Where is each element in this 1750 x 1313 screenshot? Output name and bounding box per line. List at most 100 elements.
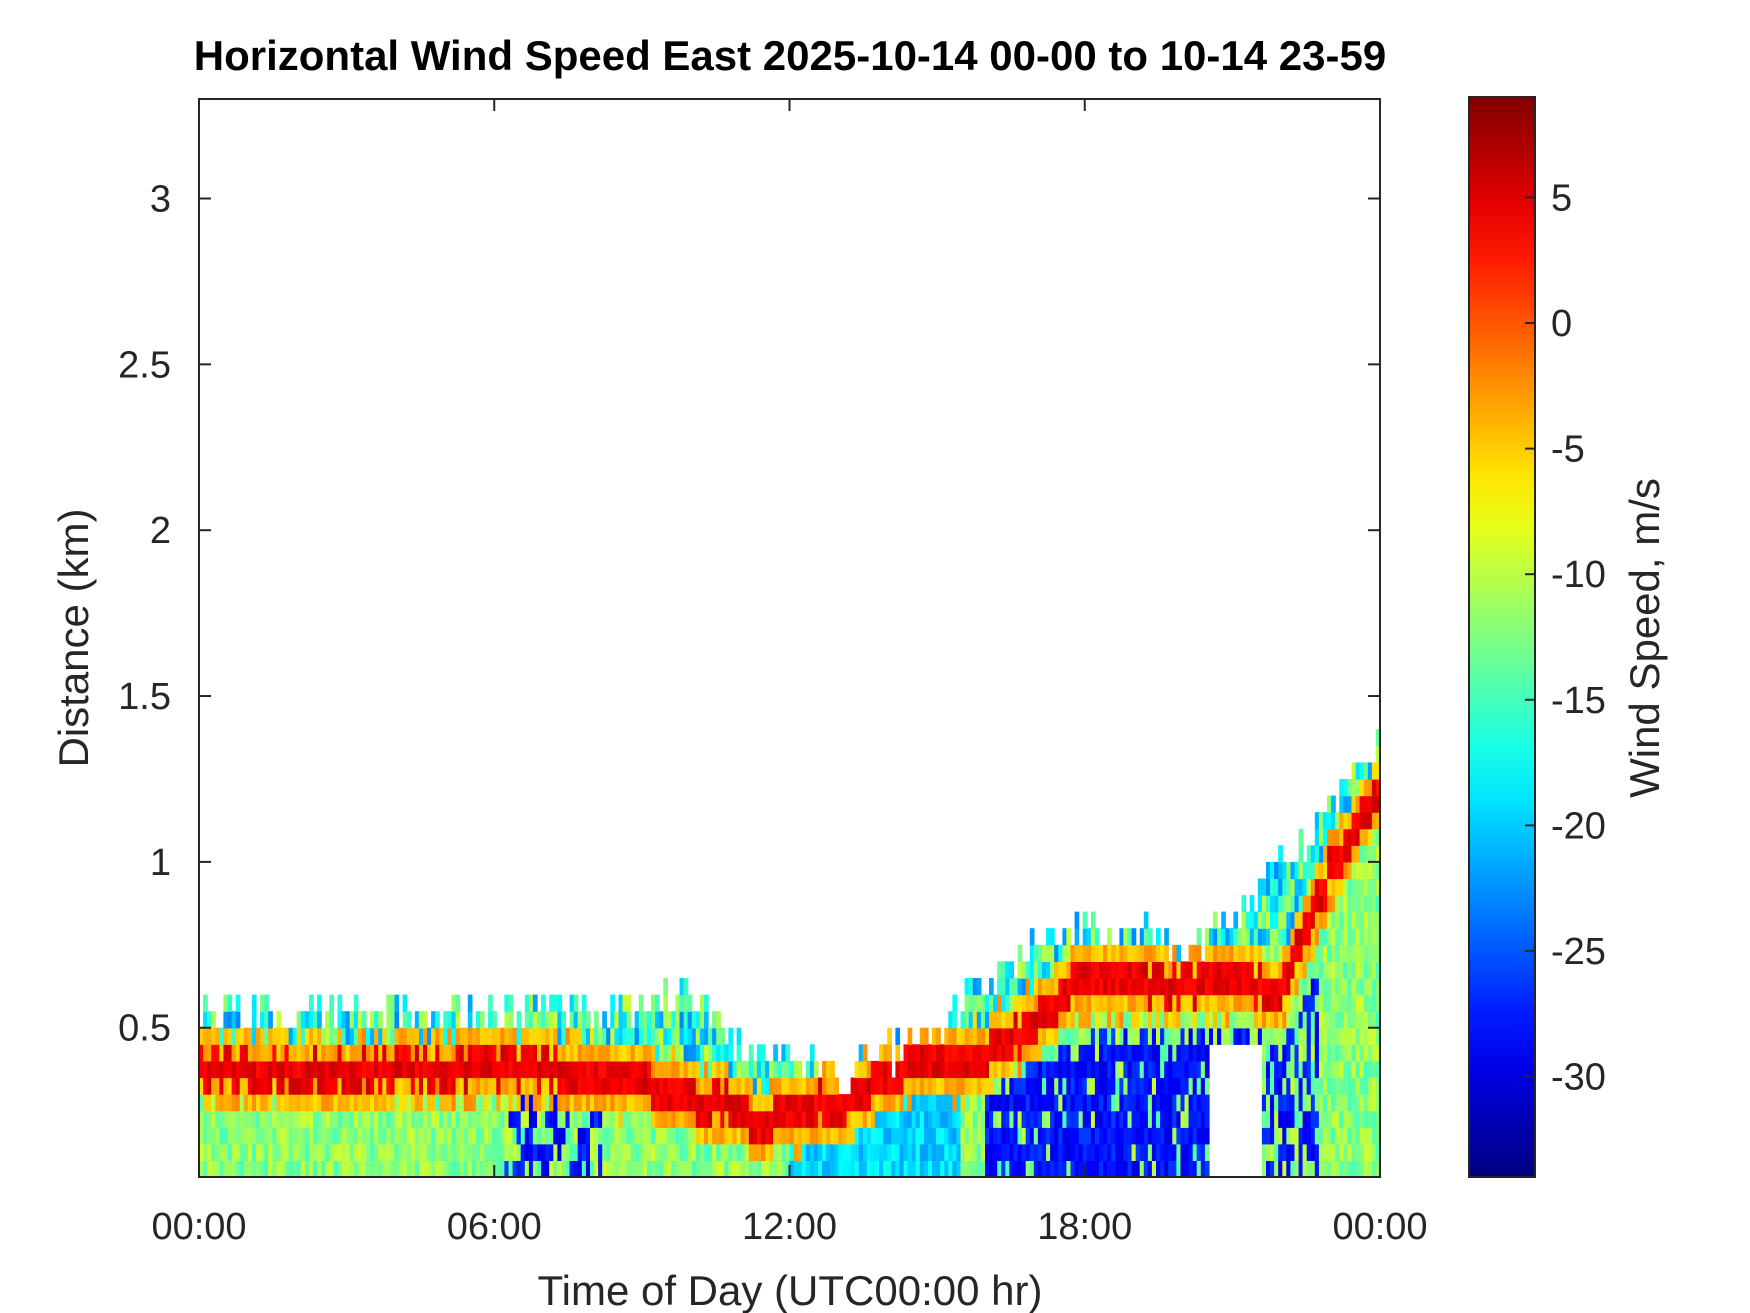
heatmap-cell [1078, 1143, 1084, 1161]
heatmap-cell [1147, 1143, 1153, 1161]
heatmap-cell [1086, 1077, 1092, 1095]
heatmap-cell [1192, 1027, 1198, 1045]
heatmap-cell [1363, 1060, 1369, 1079]
heatmap-cell [1139, 1044, 1145, 1062]
heatmap-cell [565, 1160, 571, 1177]
heatmap-cell [1111, 978, 1116, 996]
heatmap-cell [1192, 1060, 1198, 1079]
heatmap-cell [1033, 1160, 1039, 1177]
heatmap-cell [1127, 1027, 1133, 1045]
heatmap-cell [496, 1110, 501, 1128]
heatmap-cell [349, 1094, 355, 1112]
heatmap-cell [866, 1127, 872, 1145]
heatmap-cell [1160, 1044, 1165, 1062]
heatmap-cell [647, 1044, 652, 1062]
heatmap-cell [626, 1110, 632, 1128]
heatmap-cell [585, 1011, 591, 1029]
heatmap-cell [406, 1044, 412, 1062]
heatmap-cell [467, 1143, 473, 1161]
heatmap-cell [300, 1060, 306, 1079]
heatmap-cell [313, 1143, 318, 1161]
heatmap-cell [1355, 1094, 1361, 1112]
heatmap-cell [1290, 1160, 1296, 1177]
heatmap-cell [993, 1110, 998, 1128]
heatmap-cell [732, 1077, 738, 1095]
heatmap-cell [985, 994, 990, 1012]
heatmap-cell [1367, 928, 1373, 946]
heatmap-cell [207, 1027, 212, 1045]
heatmap-cell [594, 1044, 599, 1062]
heatmap-cell [1290, 961, 1296, 979]
heatmap-cell [590, 1143, 595, 1161]
heatmap-cell [655, 1094, 660, 1112]
heatmap-cell [850, 1143, 856, 1161]
heatmap-cell [1115, 1027, 1120, 1045]
colorbar-ticks: 50-5-10-15-20-25-30 [1525, 177, 1606, 1099]
heatmap-cell [1270, 878, 1275, 896]
heatmap-cell [243, 1077, 249, 1095]
heatmap-cell [956, 1044, 962, 1062]
heatmap-cell [1054, 1077, 1059, 1095]
heatmap-cell [435, 1060, 440, 1079]
heatmap-cell [508, 1060, 514, 1079]
heatmap-cell [1013, 1143, 1019, 1161]
heatmap-cell [541, 1127, 546, 1145]
heatmap-cell [296, 1044, 302, 1062]
heatmap-cell [545, 1027, 550, 1045]
heatmap-cell [1339, 878, 1344, 896]
heatmap-cell [1347, 1011, 1353, 1029]
heatmap-cell [1359, 795, 1365, 813]
heatmap-cell [1359, 1094, 1365, 1112]
heatmap-cell [1029, 1160, 1035, 1177]
heatmap-cell [675, 1160, 681, 1177]
heatmap-cell [948, 1044, 953, 1062]
heatmap-cell [353, 1143, 359, 1161]
heatmap-cell [447, 1060, 453, 1079]
heatmap-cell [1066, 928, 1072, 946]
heatmap-cell [622, 1060, 628, 1079]
heatmap-cell [475, 1027, 481, 1045]
heatmap-cell [972, 1110, 978, 1128]
heatmap-cell [378, 1011, 383, 1029]
heatmap-cell [1013, 1160, 1019, 1177]
heatmap-cell [1363, 978, 1369, 996]
heatmap-cell [1314, 1094, 1320, 1112]
heatmap-cell [247, 1027, 253, 1045]
heatmap-cell [1298, 961, 1304, 979]
heatmap-cell [1192, 1011, 1198, 1029]
heatmap-cell [1074, 928, 1080, 946]
heatmap-cell [606, 1094, 611, 1112]
heatmap-cell [801, 1160, 807, 1177]
heatmap-cell [463, 1127, 469, 1145]
heatmap-cell [345, 1160, 351, 1177]
heatmap-cell [777, 1127, 782, 1145]
heatmap-cell [272, 1110, 277, 1128]
heatmap-cell [1139, 1077, 1145, 1095]
heatmap-cell [361, 1094, 367, 1112]
heatmap-cell [370, 1011, 375, 1029]
heatmap-cell [1278, 1011, 1283, 1029]
heatmap-cell [537, 1127, 542, 1145]
heatmap-cell [964, 978, 970, 996]
heatmap-cell [329, 1143, 334, 1161]
heatmap-cell [1204, 1160, 1210, 1177]
heatmap-cell [606, 1044, 611, 1062]
heatmap-cell [614, 1127, 620, 1145]
heatmap-cell [1363, 895, 1369, 913]
heatmap-cell [500, 1143, 506, 1161]
heatmap-cell [1363, 812, 1369, 830]
heatmap-cell [1347, 978, 1353, 996]
heatmap-cell [581, 1127, 587, 1145]
heatmap-cell [1375, 961, 1380, 979]
heatmap-cell [1200, 1127, 1206, 1145]
heatmap-cell [1176, 1143, 1182, 1161]
heatmap-cell [602, 1011, 607, 1029]
heatmap-cell [361, 1060, 367, 1079]
heatmap-cell [1054, 1160, 1059, 1177]
heatmap-cell [1217, 944, 1222, 962]
heatmap-cell [1196, 1060, 1202, 1079]
heatmap-cell [577, 1094, 583, 1112]
heatmap-cell [199, 1110, 204, 1128]
heatmap-cell [508, 1044, 514, 1062]
heatmap-cell [748, 1143, 754, 1161]
